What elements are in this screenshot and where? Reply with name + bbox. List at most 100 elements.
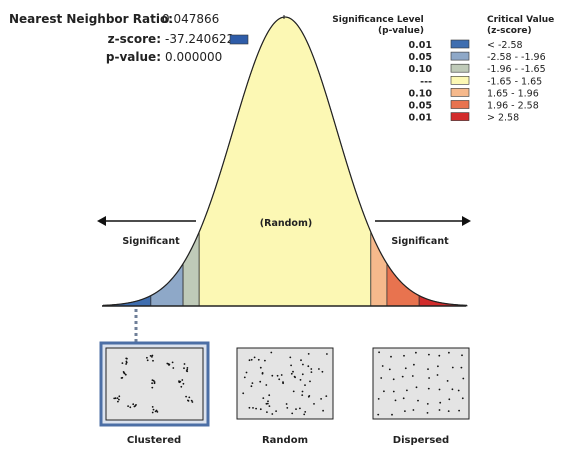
clustered-point bbox=[183, 367, 185, 370]
legend-critical-header: Critical Value bbox=[487, 15, 554, 25]
random-point bbox=[304, 411, 307, 413]
clustered-point bbox=[183, 363, 186, 365]
random-annotation: (Random) bbox=[260, 218, 312, 229]
dispersed-point bbox=[377, 398, 380, 400]
legend-p-value-5: 0.05 bbox=[409, 101, 432, 112]
clustered-point bbox=[156, 411, 159, 413]
clustered-point bbox=[185, 395, 188, 398]
dispersed-point bbox=[415, 351, 417, 354]
dispersed-point bbox=[437, 365, 439, 368]
random-point bbox=[243, 376, 246, 379]
dispersed-point bbox=[451, 388, 454, 391]
random-point bbox=[268, 405, 271, 407]
random-point bbox=[325, 395, 328, 397]
right-significant-arrow bbox=[375, 216, 471, 226]
random-point bbox=[289, 356, 292, 359]
clustered-point bbox=[151, 354, 154, 357]
clustered-point bbox=[135, 404, 137, 406]
dispersed-point bbox=[438, 388, 441, 391]
dispersed-point bbox=[448, 351, 450, 354]
random-point bbox=[251, 382, 254, 384]
dispersed-point bbox=[390, 355, 392, 358]
random-point bbox=[267, 400, 269, 403]
random-point bbox=[301, 373, 304, 376]
clustered-point bbox=[191, 401, 194, 403]
dispersed-point bbox=[401, 375, 404, 378]
clustered-point bbox=[121, 362, 124, 364]
random-point bbox=[307, 353, 310, 355]
dispersed-point bbox=[383, 390, 385, 393]
random-point bbox=[245, 371, 248, 374]
left-significant-label: Significant bbox=[122, 236, 180, 247]
dispersed-point bbox=[394, 399, 397, 402]
clustered-point bbox=[151, 386, 154, 389]
random-point bbox=[275, 410, 277, 412]
z-score-indicator bbox=[229, 34, 249, 45]
random-label: Random bbox=[262, 435, 308, 446]
random-points bbox=[242, 351, 328, 416]
dispersed-point bbox=[438, 409, 441, 411]
clustered-point bbox=[171, 361, 174, 364]
dispersed-point bbox=[392, 378, 395, 381]
random-point bbox=[262, 397, 265, 399]
clustered-point bbox=[149, 355, 152, 357]
clustered-point bbox=[117, 400, 119, 403]
random-panel-box bbox=[236, 347, 334, 420]
random-point bbox=[285, 403, 288, 405]
random-point bbox=[250, 358, 253, 361]
legend-swatch-3 bbox=[450, 76, 470, 85]
random-point bbox=[310, 368, 313, 370]
dispersed-point bbox=[411, 375, 414, 377]
legend-p-value-1: 0.05 bbox=[409, 52, 432, 63]
clustered-point bbox=[125, 361, 128, 364]
random-point bbox=[250, 385, 253, 388]
legend-swatch-2 bbox=[450, 63, 470, 73]
random-point bbox=[309, 380, 311, 383]
dispersed-point bbox=[446, 380, 449, 382]
random-point bbox=[253, 356, 256, 359]
clustered-panel bbox=[99, 341, 210, 427]
clustered-point bbox=[123, 372, 126, 375]
dispersed-point bbox=[427, 387, 430, 390]
clustered-point bbox=[154, 410, 157, 413]
clustered-point bbox=[133, 405, 136, 408]
clustered-point bbox=[187, 399, 189, 402]
legend-p-value-0: 0.01 bbox=[409, 40, 432, 51]
dispersed-point bbox=[448, 398, 451, 401]
random-point bbox=[320, 398, 322, 400]
dispersed-point bbox=[412, 409, 415, 411]
random-point bbox=[255, 407, 257, 410]
dispersed-point bbox=[378, 351, 380, 354]
dispersed-point bbox=[461, 354, 463, 357]
random-point bbox=[266, 411, 268, 413]
random-point bbox=[302, 363, 304, 366]
dispersed-point bbox=[439, 401, 442, 404]
legend-z-range-6: > 2.58 bbox=[487, 113, 519, 124]
dispersed-point bbox=[403, 354, 405, 357]
dispersed-point bbox=[377, 413, 380, 416]
legend: Significance Level (p-value) Critical Va… bbox=[332, 15, 554, 124]
ratio-value: 0.047866 bbox=[162, 12, 219, 26]
clustered-point bbox=[186, 367, 189, 369]
random-point bbox=[291, 412, 294, 415]
dispersed-point bbox=[457, 389, 460, 392]
dispersed-point bbox=[417, 399, 419, 402]
ratio-label: Nearest Neighbor Ratio: bbox=[9, 12, 173, 26]
normal-curve-outline bbox=[102, 16, 468, 306]
clustered-point bbox=[114, 397, 117, 400]
random-point bbox=[271, 374, 274, 377]
clustered-point bbox=[129, 406, 132, 409]
random-point bbox=[322, 409, 324, 412]
random-point bbox=[242, 392, 245, 395]
random-point bbox=[280, 374, 283, 376]
legend-z-range-4: 1.65 - 1.96 bbox=[487, 88, 539, 99]
legend-significance-header: Significance Level bbox=[332, 15, 423, 25]
random-point bbox=[299, 407, 301, 410]
clustered-label: Clustered bbox=[127, 435, 181, 446]
random-point bbox=[294, 376, 296, 379]
legend-z-range-3: -1.65 - 1.65 bbox=[487, 76, 542, 87]
dispersed-point bbox=[392, 390, 395, 393]
dispersed-point bbox=[427, 368, 429, 370]
